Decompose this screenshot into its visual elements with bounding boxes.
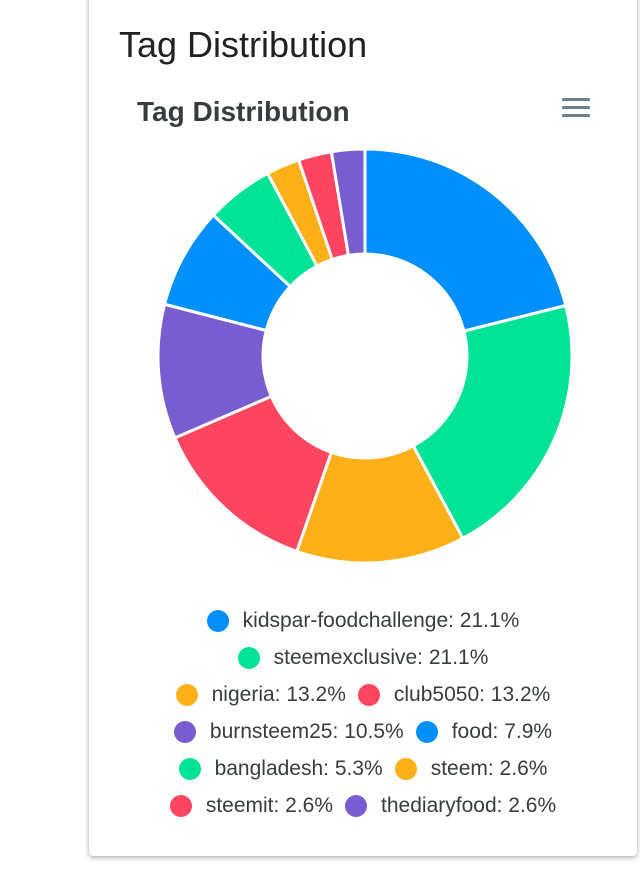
legend-item-steemexclusive[interactable]: steemexclusive: 21.1% (237, 639, 489, 676)
donut-slice-kidspar-foodchallenge[interactable] (363, 147, 568, 333)
legend-item-steemit[interactable]: steemit: 2.6% (169, 787, 334, 824)
legend-item-thediaryfood[interactable]: thediaryfood: 2.6% (345, 787, 556, 824)
legend-label: burnsteem25: 10.5% (209, 719, 404, 743)
legend-item-bangladesh[interactable]: bangladesh: 5.3% (178, 750, 383, 787)
legend-label: steemit: 2.6% (205, 793, 334, 817)
legend-marker (169, 794, 192, 817)
legend-marker (175, 683, 198, 706)
chart-legend: kidspar-foodchallenge: 21.1% steemexclusi… (89, 602, 637, 824)
legend-marker (357, 683, 380, 706)
legend-marker (345, 794, 368, 817)
legend-label: food: 7.9% (451, 719, 553, 743)
legend-marker (237, 646, 260, 669)
legend-item-steem[interactable]: steem: 2.6% (394, 750, 548, 787)
legend-marker (206, 609, 229, 632)
chart-title: Tag Distribution (137, 96, 350, 127)
legend-label: nigeria: 13.2% (211, 682, 346, 706)
chart-menu-icon[interactable] (559, 94, 593, 124)
donut-slice-steemexclusive[interactable] (411, 303, 574, 541)
legend-marker (173, 720, 196, 743)
card-title: Tag Distribution (119, 24, 368, 65)
menu-bar (562, 106, 590, 109)
legend-item-burnsteem25[interactable]: burnsteem25: 10.5% (173, 713, 404, 750)
legend-marker (415, 720, 438, 743)
legend-marker (394, 757, 417, 780)
legend-label: bangladesh: 5.3% (214, 756, 383, 780)
legend-label: steem: 2.6% (430, 756, 548, 780)
menu-bar (562, 114, 590, 117)
legend-label: thediaryfood: 2.6% (381, 793, 557, 817)
donut-chart (156, 147, 574, 565)
legend-marker (178, 757, 201, 780)
menu-bar (562, 98, 590, 101)
legend-label: steemexclusive: 21.1% (273, 645, 489, 669)
legend-item-club5050[interactable]: club5050: 13.2% (357, 676, 551, 713)
legend-label: club5050: 13.2% (393, 682, 551, 706)
legend-item-kidspar-foodchallenge[interactable]: kidspar-foodchallenge: 21.1% (206, 602, 520, 639)
chart-card: Tag Distribution Tag Distribution kidspa… (89, 0, 637, 856)
legend-label: kidspar-foodchallenge: 21.1% (242, 608, 520, 632)
donut-slice-thediaryfood[interactable] (329, 147, 367, 258)
legend-item-food[interactable]: food: 7.9% (415, 713, 553, 750)
legend-item-nigeria[interactable]: nigeria: 13.2% (175, 676, 346, 713)
